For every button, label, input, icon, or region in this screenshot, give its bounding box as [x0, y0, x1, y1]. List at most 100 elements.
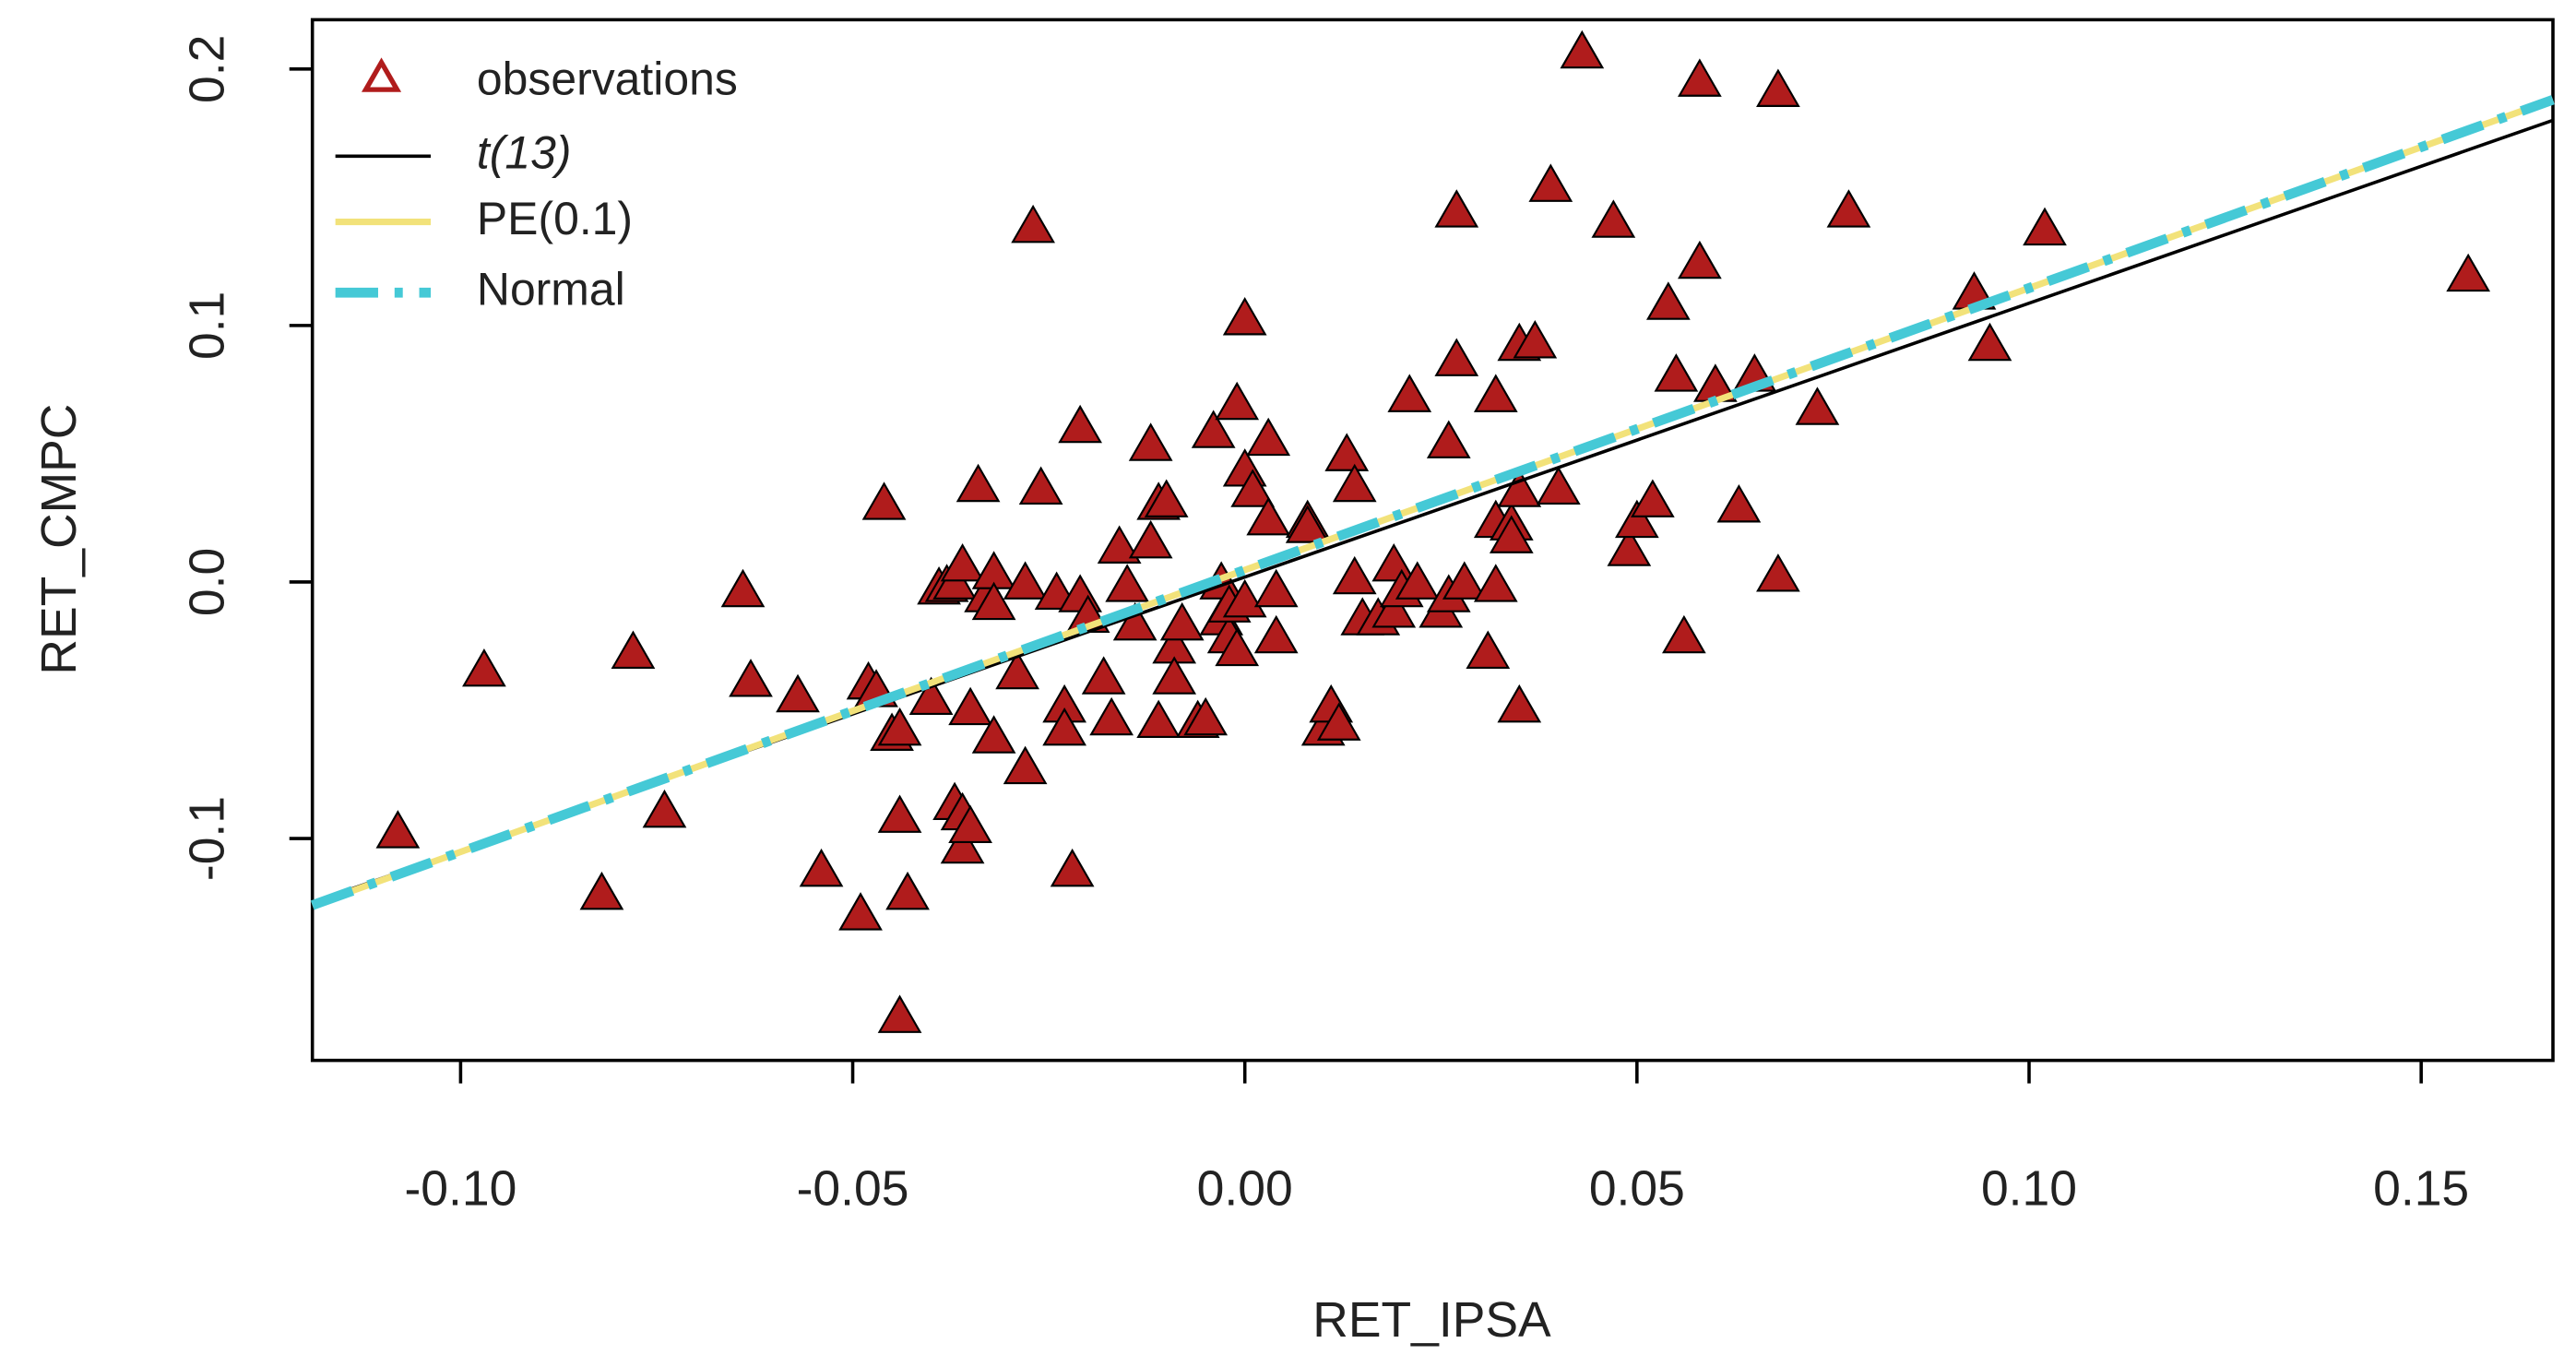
observation-marker	[1097, 525, 1142, 564]
observation-marker	[940, 542, 985, 582]
observation-marker	[1528, 163, 1573, 202]
x-tick-label: -0.05	[797, 1161, 909, 1216]
observation-marker	[1018, 466, 1063, 505]
observation-marker	[1826, 189, 1871, 228]
observation-marker	[1316, 702, 1361, 741]
observation-marker	[1654, 353, 1699, 392]
y-tick-label: 0.0	[180, 548, 234, 616]
observation-marker	[1003, 561, 1048, 600]
observation-marker	[1253, 614, 1299, 654]
observation-marker	[1246, 496, 1291, 536]
observation-marker	[1246, 417, 1291, 457]
observation-marker	[1591, 199, 1636, 238]
x-tick-label: -0.10	[404, 1161, 516, 1216]
observation-marker	[1152, 656, 1197, 695]
observation-marker	[1003, 745, 1048, 785]
y-tick-label: 0.2	[180, 35, 234, 103]
observation-marker	[1967, 322, 2012, 362]
x-axis-label: RET_IPSA	[1312, 1293, 1551, 1348]
fit-line	[310, 95, 2555, 910]
observation-marker	[1332, 463, 1377, 503]
observation-marker	[776, 673, 820, 713]
x-tick-label: 0.10	[1981, 1161, 2077, 1216]
observation-marker	[1716, 484, 1762, 523]
observation-marker	[1222, 578, 1267, 618]
observation-marker	[956, 463, 1001, 503]
observation-marker	[1089, 696, 1134, 736]
observation-marker	[1215, 381, 1260, 421]
observation-marker	[462, 648, 506, 687]
observation-marker	[1058, 404, 1102, 444]
observation-marker	[1215, 627, 1260, 667]
observation-marker	[1473, 374, 1518, 412]
observation-marker	[1607, 528, 1652, 566]
observation-marker	[1795, 386, 1840, 425]
legend-label: t(13)	[477, 127, 572, 179]
y-axis-label: RET_CMPC	[32, 404, 87, 675]
observation-marker	[1159, 601, 1205, 641]
observation-marker	[1222, 296, 1267, 336]
observation-marker	[908, 676, 954, 716]
y-tick-label: 0.1	[180, 291, 234, 360]
observation-marker	[948, 686, 992, 726]
legend-marker	[361, 57, 402, 92]
observation-marker	[729, 659, 773, 697]
observation-marker	[2446, 253, 2491, 292]
x-tick-label: 0.15	[2373, 1161, 2469, 1216]
observation-marker	[1285, 505, 1330, 543]
x-tick-label: 0.05	[1589, 1161, 1685, 1216]
observation-marker	[877, 794, 922, 833]
observation-marker	[1645, 281, 1691, 320]
observation-marker	[1395, 561, 1440, 600]
observation-marker	[971, 581, 1016, 621]
legend-label: Normal	[477, 263, 625, 315]
observation-marker	[1112, 601, 1157, 641]
observation-marker	[1756, 68, 1800, 107]
observation-marker	[1630, 479, 1675, 517]
observation-marker	[1489, 515, 1534, 553]
observation-marker	[611, 630, 656, 669]
observation-marker	[1128, 519, 1173, 559]
observation-marker	[1614, 499, 1659, 539]
observation-marker	[885, 871, 930, 910]
legend-label: observations	[477, 53, 738, 104]
observation-marker	[1050, 848, 1095, 887]
observation-marker	[1497, 684, 1542, 723]
observation-marker	[1136, 699, 1181, 739]
observation-marker	[1371, 542, 1417, 582]
observation-marker	[1144, 479, 1189, 517]
y-tick-label: -0.1	[180, 796, 234, 881]
plot-frame	[310, 18, 2555, 1063]
observation-marker	[1513, 320, 1558, 359]
observation-marker	[1042, 707, 1086, 746]
x-tick-label: 0.00	[1197, 1161, 1293, 1216]
observation-marker	[1434, 189, 1479, 228]
observation-marker	[1128, 422, 1173, 461]
observation-marker	[877, 994, 922, 1033]
observation-marker	[1191, 410, 1236, 448]
observation-marker	[1678, 58, 1722, 97]
legend: observations t(13) PE(0.1) Normal	[335, 53, 738, 315]
observation-marker	[838, 892, 883, 931]
observation-marker	[2023, 207, 2067, 246]
observation-marker	[1434, 338, 1479, 376]
observation-marker	[1678, 240, 1722, 279]
observation-marker	[971, 715, 1016, 754]
observation-marker	[1387, 374, 1432, 412]
observation-marker	[1560, 30, 1605, 69]
observation-marker	[1426, 420, 1471, 458]
observation-marker	[861, 481, 907, 520]
legend-label: PE(0.1)	[477, 193, 633, 244]
observation-marker	[1661, 614, 1706, 654]
observation-marker	[1253, 568, 1299, 608]
observation-marker	[1011, 204, 1055, 244]
observation-marker	[940, 825, 985, 864]
observation-marker	[1473, 564, 1518, 602]
observation-marker	[720, 568, 766, 608]
observation-marker	[1105, 564, 1150, 602]
observation-marker	[1371, 589, 1417, 628]
observation-marker	[1466, 630, 1511, 669]
observation-marker	[375, 810, 421, 849]
